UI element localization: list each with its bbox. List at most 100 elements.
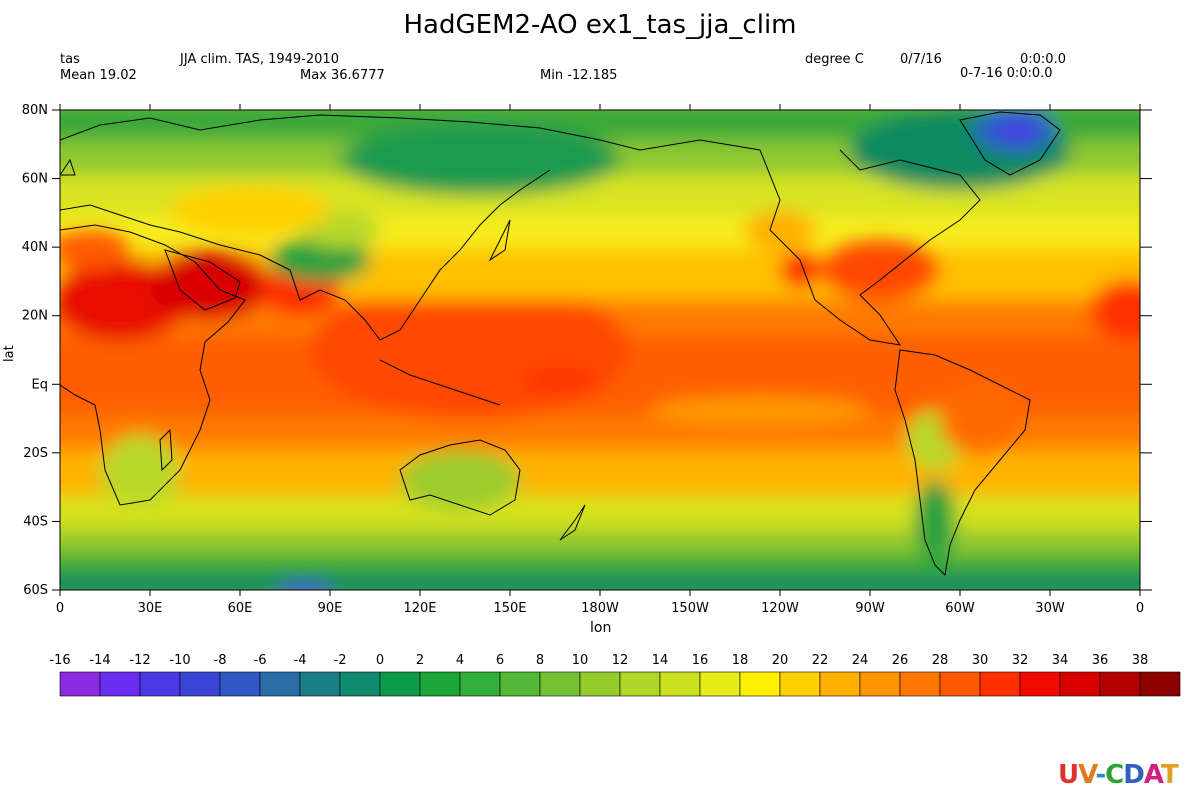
colorbar-level-label: -4 (294, 653, 307, 668)
coast-uk (60, 158, 76, 176)
lon-tick-label: 60W (945, 601, 975, 616)
lon-tick-label: 120E (403, 601, 436, 616)
temperature-field (60, 110, 1140, 590)
lon-tick-label: 30E (138, 601, 163, 616)
lon-tick-label: 0 (56, 601, 64, 616)
colorbar: -16 -14 -12 -10 -8 -6 -4 -2 0 2 4 6 8 10 12 14 16 18 20 22 2… (49, 653, 1181, 697)
coast-eurasia-south (60, 169, 551, 341)
min-value: Min -12.185 (540, 68, 618, 83)
lon-tick-label: 0 (1136, 601, 1144, 616)
colorbar-level-label: -16 (49, 653, 70, 668)
colorbar-level-label: -8 (214, 653, 227, 668)
colorbar-level-label: 4 (456, 653, 464, 668)
colorbar-level-label: 36 (1092, 653, 1109, 668)
lon-tick-label: 90E (318, 601, 343, 616)
coast-africa (60, 224, 246, 506)
colorbar-swatch (699, 671, 741, 697)
lat-tick-label: 40N (22, 240, 48, 255)
colorbar-swatch (1019, 671, 1061, 697)
mean-value: Mean 19.02 (60, 68, 137, 83)
lon-tick-label: 150W (671, 601, 709, 616)
colorbar-level-label: 38 (1132, 653, 1149, 668)
colorbar-swatch (179, 671, 221, 697)
coast-south-america (894, 349, 1031, 577)
y-axis-label: lat (2, 345, 17, 362)
colorbar-level-label: 6 (496, 653, 504, 668)
lat-tick-label: 80N (22, 103, 48, 118)
colorbar-swatch (59, 671, 101, 697)
colorbar-level-label: 28 (932, 653, 949, 668)
colorbar-swatch (739, 671, 781, 697)
colorbar-level-label: 2 (416, 653, 424, 668)
coast-madagascar (159, 428, 173, 472)
x-axis-label: lon (590, 620, 612, 636)
datetime-label: 0-7-16 0:0:0.0 (960, 66, 1053, 81)
colorbar-level-label: -10 (169, 653, 190, 668)
colorbar-swatch (659, 671, 701, 697)
colorbar-level-label: 12 (612, 653, 629, 668)
colorbar-swatch (379, 671, 421, 697)
coast-greenland (959, 111, 1061, 176)
colorbar-swatch (1059, 671, 1101, 697)
colorbar-swatch (99, 671, 141, 697)
colorbar-swatch (1139, 671, 1181, 697)
coast-arabia (164, 249, 241, 311)
colorbar-swatch (259, 671, 301, 697)
colorbar-swatch (979, 671, 1021, 697)
colorbar-swatch (779, 671, 821, 697)
colorbar-swatch (139, 671, 181, 697)
lon-tick-label: 120W (761, 601, 799, 616)
colorbar-swatch (899, 671, 941, 697)
variable-description: JJA clim. TAS, 1949-2010 (180, 52, 339, 67)
lat-tick-label: 60S (23, 583, 48, 598)
lon-axis: 0 30E 60E 90E 120E 150E 180W 150W 120W 90W 60W 30W 0 (56, 104, 1144, 616)
lat-tick-label: 20S (23, 446, 48, 461)
colorbar-level-label: 16 (692, 653, 709, 668)
colorbar-swatch (819, 671, 861, 697)
coastlines (60, 111, 1061, 577)
lon-tick-label: 90W (855, 601, 885, 616)
plot-title: HadGEM2-AO ex1_tas_jja_clim (403, 10, 797, 40)
coast-eurasia-north (60, 114, 641, 151)
colorbar-level-label: -6 (254, 653, 267, 668)
lon-tick-label: 30W (1035, 601, 1065, 616)
colorbar-level-label: -14 (89, 653, 110, 668)
colorbar-swatch (339, 671, 381, 697)
colorbar-swatch (219, 671, 261, 697)
units-label: degree C (805, 52, 864, 67)
time-label: 0:0:0.0 (1020, 52, 1066, 67)
colorbar-swatch (939, 671, 981, 697)
colorbar-level-label: 34 (1052, 653, 1069, 668)
coast-new-zealand (559, 504, 586, 541)
colorbar-level-label: 14 (652, 653, 669, 668)
colorbar-swatch (1099, 671, 1141, 697)
colorbar-level-label: 32 (1012, 653, 1029, 668)
lat-tick-label: Eq (32, 377, 48, 392)
colorbar-level-label: 24 (852, 653, 869, 668)
lon-tick-label: 150E (493, 601, 526, 616)
colorbar-level-label: -2 (334, 653, 347, 668)
coast-japan (488, 219, 511, 262)
coast-australia (399, 439, 521, 516)
colorbar-swatch (419, 671, 461, 697)
colorbar-level-label: 26 (892, 653, 909, 668)
colorbar-level-label: 20 (772, 653, 789, 668)
colorbar-swatch (499, 671, 541, 697)
lat-tick-label: 20N (22, 309, 48, 324)
coast-indonesia (379, 359, 501, 406)
colorbar-level-label: 10 (572, 653, 589, 668)
colorbar-swatch (539, 671, 581, 697)
colorbar-level-label: 8 (536, 653, 544, 668)
colorbar-level-label: 18 (732, 653, 749, 668)
date-label: 0/7/16 (900, 52, 942, 67)
lat-axis: 80N 60N 40N 20N Eq 20S 40S 60S (22, 103, 1152, 598)
lon-tick-label: 60E (228, 601, 253, 616)
lat-tick-label: 40S (23, 514, 48, 529)
variable-name: tas (60, 52, 80, 67)
coast-north-america (639, 139, 981, 346)
colorbar-swatch (579, 671, 621, 697)
lon-tick-label: 180W (581, 601, 619, 616)
colorbar-swatch (299, 671, 341, 697)
colorbar-level-label: -12 (129, 653, 150, 668)
